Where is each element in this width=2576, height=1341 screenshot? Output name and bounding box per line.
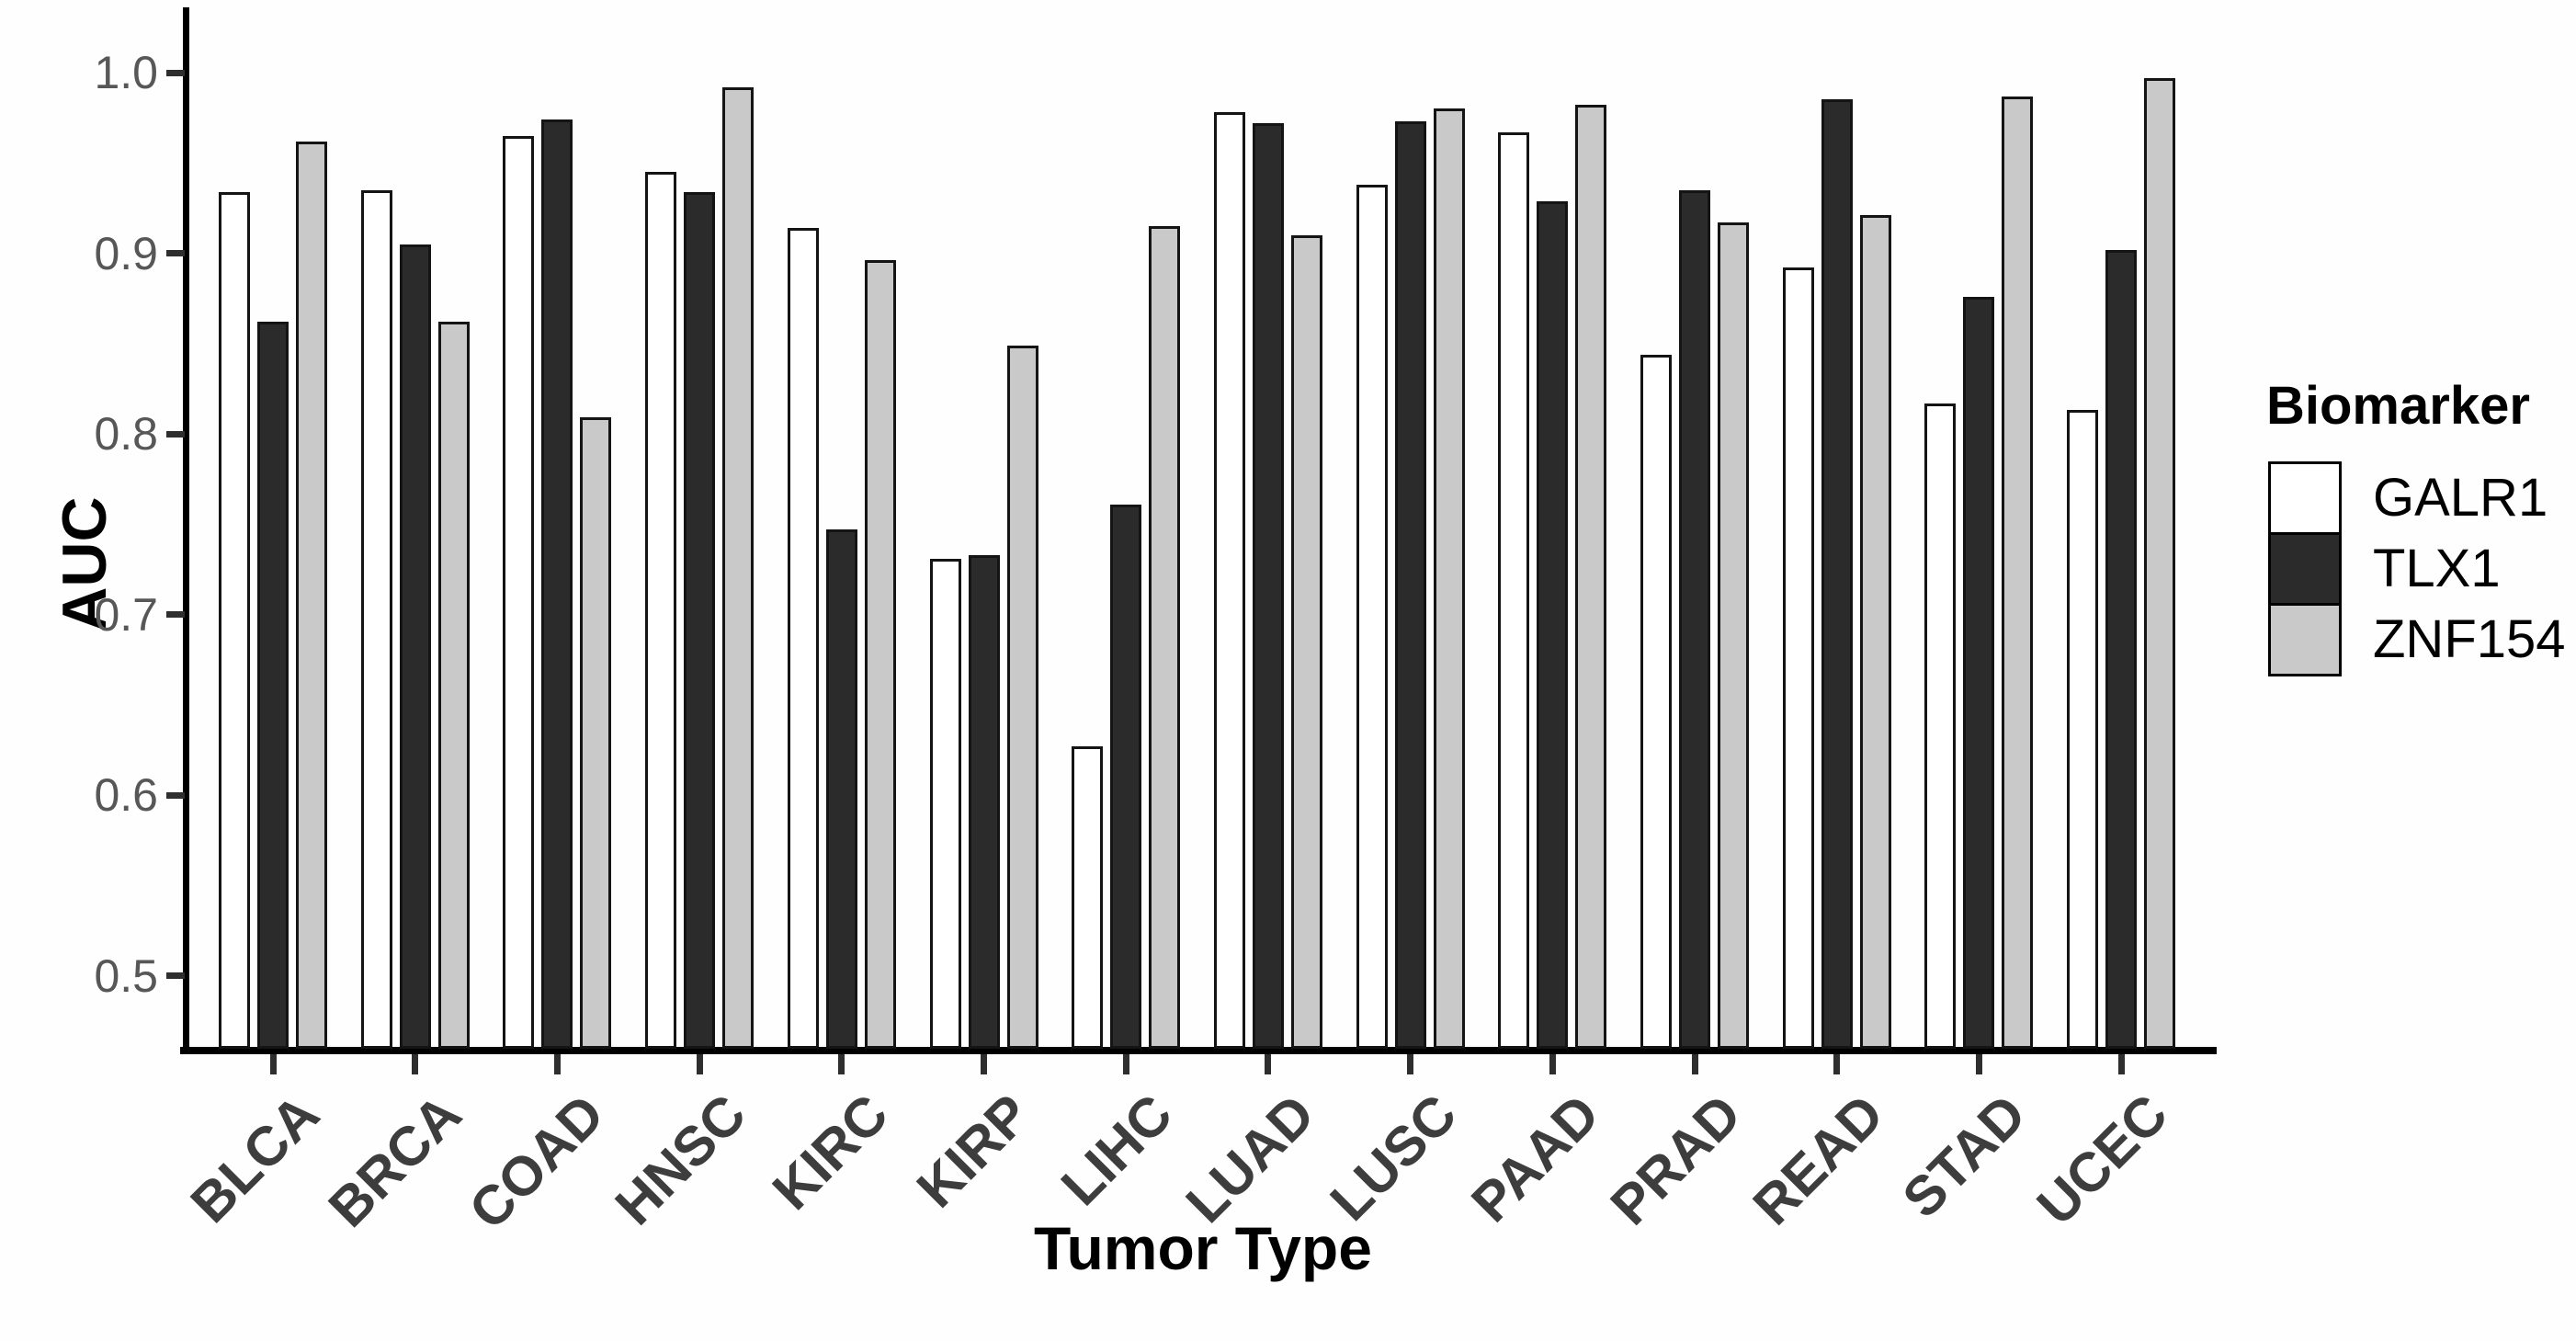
x-axis-category-label: STAD (1889, 1082, 2037, 1230)
bar-KIRP-ZNF154 (1006, 345, 1038, 1049)
bar-LUAD-GALR1 (1213, 112, 1245, 1049)
bar-LIHC-ZNF154 (1149, 226, 1181, 1049)
bar-READ-TLX1 (1821, 99, 1853, 1049)
y-axis-line (183, 7, 189, 1053)
bar-HNSC-ZNF154 (722, 86, 755, 1049)
x-axis-category-label: LUAD (1174, 1082, 1327, 1235)
bar-UCEC-TLX1 (2105, 249, 2138, 1049)
x-axis-tick (553, 1054, 561, 1074)
legend-swatch-TLX1 (2268, 532, 2342, 606)
bar-BLCA-TLX1 (257, 322, 289, 1049)
x-axis-tick (838, 1054, 845, 1074)
x-axis-category-label: BLCA (179, 1082, 332, 1235)
x-axis-category-label: KIRC (760, 1082, 901, 1222)
y-axis-tick-label: 0.5 (94, 949, 158, 1002)
legend-label-TLX1: TLX1 (2373, 539, 2501, 598)
legend-label-ZNF154: ZNF154 (2373, 609, 2566, 669)
x-axis-line (180, 1047, 2217, 1054)
y-axis-tick (166, 972, 185, 979)
bar-COAD-GALR1 (503, 135, 535, 1049)
bar-LUSC-TLX1 (1394, 121, 1426, 1049)
legend-label-GALR1: GALR1 (2373, 468, 2548, 528)
bar-STAD-ZNF154 (2002, 96, 2034, 1049)
bar-KIRP-TLX1 (968, 554, 1000, 1049)
bar-PAAD-GALR1 (1498, 131, 1530, 1049)
bar-READ-ZNF154 (1859, 215, 1891, 1049)
bar-BLCA-ZNF154 (296, 141, 327, 1049)
bar-BRCA-ZNF154 (437, 322, 470, 1049)
x-axis-tick (696, 1054, 703, 1074)
bar-HNSC-TLX1 (684, 191, 716, 1049)
bar-HNSC-GALR1 (645, 172, 677, 1049)
bar-BRCA-GALR1 (360, 189, 392, 1049)
bar-LUAD-TLX1 (1252, 123, 1284, 1049)
x-axis-category-label: KIRP (905, 1082, 1042, 1220)
bar-UCEC-ZNF154 (2144, 77, 2176, 1049)
x-axis-tick (1265, 1054, 1272, 1074)
bar-PAAD-ZNF154 (1575, 105, 1607, 1049)
y-axis-tick (166, 250, 185, 256)
x-axis-tick (2117, 1054, 2125, 1074)
x-axis-tick (412, 1054, 419, 1074)
x-axis-tick (1975, 1054, 1982, 1074)
bar-PRAD-ZNF154 (1718, 222, 1749, 1049)
bar-PAAD-TLX1 (1537, 200, 1569, 1049)
bar-LUSC-ZNF154 (1433, 108, 1465, 1049)
bar-KIRC-TLX1 (825, 529, 857, 1049)
x-axis-category-label: PAAD (1459, 1082, 1611, 1234)
bar-PRAD-TLX1 (1679, 189, 1710, 1049)
x-axis-category-label: LUSC (1318, 1082, 1469, 1233)
x-axis-category-label: LIHC (1050, 1082, 1185, 1218)
bar-PRAD-GALR1 (1640, 354, 1672, 1049)
bar-STAD-TLX1 (1963, 296, 1995, 1049)
bar-UCEC-GALR1 (2067, 410, 2099, 1049)
x-axis-tick (1549, 1054, 1556, 1074)
x-axis-tick (1691, 1054, 1698, 1074)
legend-title: Biomarker (2266, 376, 2530, 436)
x-axis-tick (269, 1054, 277, 1074)
x-axis-tick (1122, 1054, 1129, 1074)
y-axis-tick-label: 1.0 (94, 47, 158, 98)
y-axis-tick-label: 0.9 (94, 227, 158, 279)
x-axis-tick (1833, 1054, 1841, 1074)
bar-LUSC-GALR1 (1356, 184, 1388, 1049)
bar-KIRC-ZNF154 (864, 260, 896, 1049)
y-axis-tick-label: 0.6 (94, 769, 158, 821)
x-axis-tick (1407, 1054, 1414, 1074)
legend-swatch-GALR1 (2268, 461, 2342, 535)
bar-COAD-TLX1 (541, 119, 573, 1049)
bar-BRCA-TLX1 (399, 244, 431, 1049)
y-axis-tick-label: 0.8 (94, 408, 158, 460)
bar-KIRC-GALR1 (787, 227, 819, 1049)
x-axis-title: Tumor Type (1034, 1214, 1372, 1282)
bar-READ-GALR1 (1782, 267, 1814, 1049)
legend-swatch-ZNF154 (2268, 603, 2342, 676)
bar-COAD-ZNF154 (580, 417, 612, 1049)
x-axis-tick (981, 1054, 987, 1074)
bar-STAD-GALR1 (1924, 403, 1957, 1049)
bar-LIHC-GALR1 (1072, 745, 1104, 1049)
y-axis-tick (166, 430, 185, 438)
y-axis-tick (166, 611, 185, 618)
y-axis-tick (166, 69, 185, 76)
y-axis-tick-label: 0.7 (94, 588, 158, 641)
bar-BLCA-GALR1 (219, 191, 250, 1049)
bar-KIRP-GALR1 (929, 558, 961, 1049)
y-axis-tick (166, 791, 185, 799)
bar-LIHC-TLX1 (1110, 504, 1142, 1049)
bar-LUAD-ZNF154 (1290, 234, 1322, 1049)
